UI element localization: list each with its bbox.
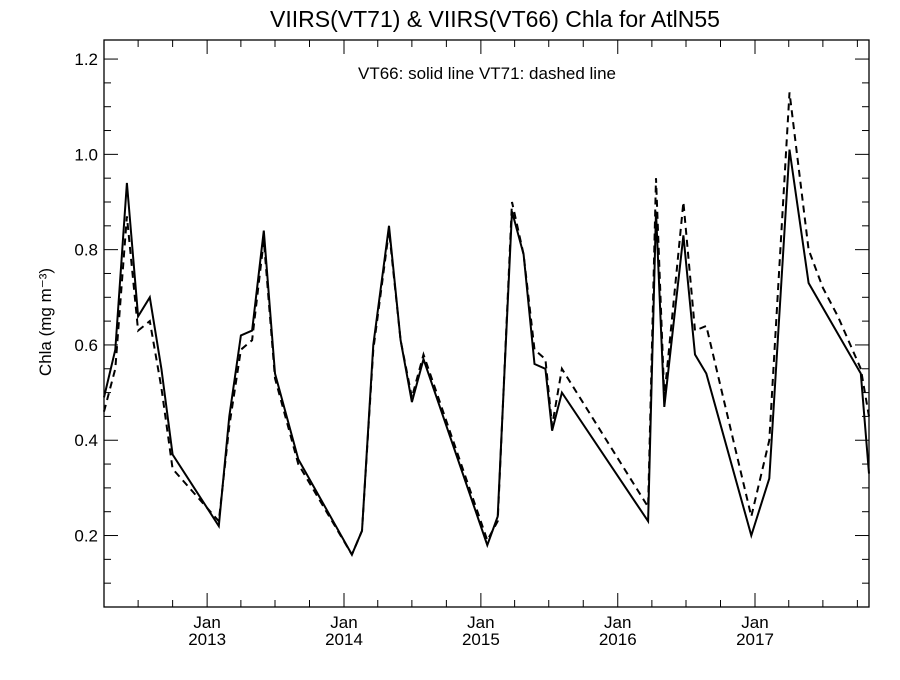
plot-frame <box>103 39 870 608</box>
y-tick-label: 0.6 <box>74 336 98 355</box>
y-tick-label: 1.0 <box>74 145 98 164</box>
tick-labels: 0.20.40.60.81.01.2Jan2013Jan2014Jan2015J… <box>74 50 774 649</box>
x-tick-year-label: 2014 <box>325 630 363 649</box>
x-tick-year-label: 2017 <box>736 630 774 649</box>
series-line-vt71 <box>103 92 870 557</box>
series-line-vt66 <box>103 149 870 557</box>
series-lines <box>103 92 870 557</box>
x-tick-month-label: Jan <box>604 613 631 632</box>
legend-annotation: VT66: solid line VT71: dashed line <box>358 64 616 83</box>
y-tick-label: 0.4 <box>74 431 98 450</box>
x-tick-month-label: Jan <box>193 613 220 632</box>
x-tick-year-label: 2016 <box>599 630 637 649</box>
x-tick-month-label: Jan <box>330 613 357 632</box>
chart-title: VIIRS(VT71) & VIIRS(VT66) Chla for AtlN5… <box>270 6 720 32</box>
x-tick-month-label: Jan <box>741 613 768 632</box>
x-tick-year-label: 2013 <box>188 630 226 649</box>
y-tick-label: 0.8 <box>74 241 98 260</box>
y-axis-label: Chla (mg m⁻³) <box>36 268 55 376</box>
x-tick-month-label: Jan <box>467 613 494 632</box>
x-tick-year-label: 2015 <box>462 630 500 649</box>
y-tick-label: 0.2 <box>74 527 98 546</box>
y-tick-label: 1.2 <box>74 50 98 69</box>
